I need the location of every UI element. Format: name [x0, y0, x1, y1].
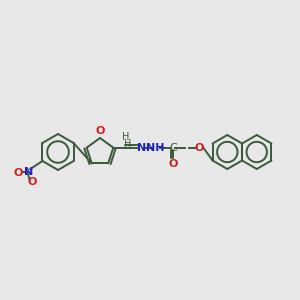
Text: H: H	[124, 139, 131, 149]
Text: H: H	[122, 132, 129, 142]
Text: O: O	[28, 177, 37, 187]
Text: NH: NH	[146, 143, 165, 153]
Text: O: O	[14, 168, 23, 178]
Text: C: C	[169, 143, 177, 153]
Text: N: N	[137, 143, 146, 153]
Text: O: O	[95, 126, 105, 136]
Text: N: N	[24, 167, 33, 177]
Text: O: O	[195, 143, 204, 153]
Text: O: O	[169, 159, 178, 169]
